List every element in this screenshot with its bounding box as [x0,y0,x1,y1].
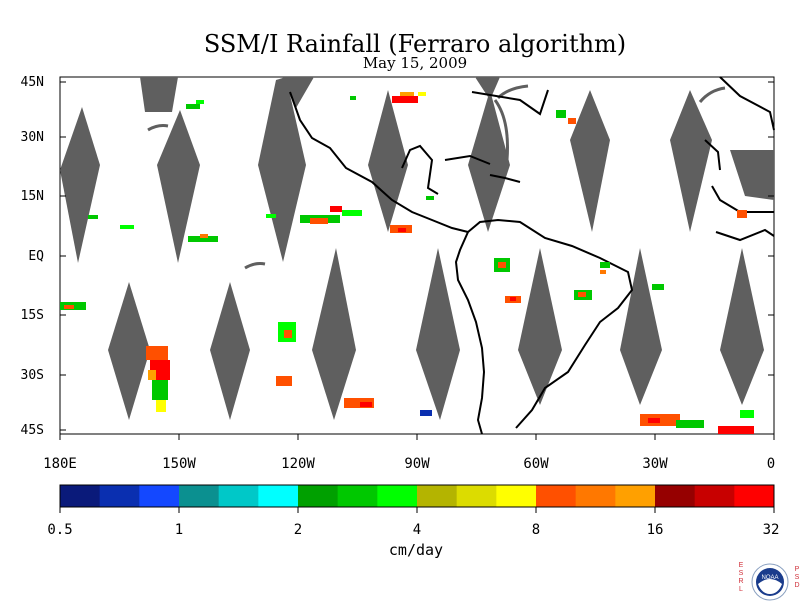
colorbar-tick-2: 2 [293,522,303,538]
lat-label-15n: 15N [20,189,44,204]
coastlines [289,76,775,435]
colorbar-segment [179,485,220,507]
swath-gaps [60,77,774,420]
colorbar-segment [139,485,180,507]
colorbar-segment [60,485,101,507]
colorbar-segment [218,485,259,507]
colorbar-segment [337,485,378,507]
colorbar-segment [298,485,339,507]
svg-text:NOAA: NOAA [761,575,778,581]
lon-label-120w: 120W [281,456,315,472]
colorbar-tick-32: 32 [762,522,780,538]
map-title: SSM/I Rainfall (Ferraro algorithm) [203,30,627,58]
lat-label-30s: 30S [20,368,44,383]
colorbar-tick-4: 4 [412,522,422,538]
colorbar-units: cm/day [388,541,444,559]
lat-label-45s: 45S [20,423,44,438]
colorbar-segment [496,485,537,507]
lon-label-180e: 180E [43,456,77,472]
lat-label-45n: 45N [20,75,44,90]
lon-label-90w: 90W [404,456,430,472]
colorbar-segment [456,485,497,507]
lon-label-150w: 150W [162,456,196,472]
lon-label-30w: 30W [642,456,668,472]
colorbar-segment [694,485,735,507]
colorbar-tick-1: 1 [174,522,184,538]
noaa-seal-icon: NOAA [751,563,789,601]
lon-label-60w: 60W [523,456,549,472]
colorbar-segment [417,485,458,507]
colorbar-segment [536,485,577,507]
colorbar-segment [377,485,418,507]
colorbar-segment [575,485,616,507]
map-date: May 15, 2009 [362,54,468,72]
colorbar-tick-0-5: 0.5 [47,522,73,538]
rain-patches [60,92,754,434]
colorbar-segment [99,485,140,507]
colorbar-segment [615,485,656,507]
colorbar-segment [655,485,696,507]
colorbar-tick-16: 16 [646,522,664,538]
lat-label-30n: 30N [20,130,44,145]
colorbar-segment [734,485,775,507]
map-ticks [59,81,775,440]
colorbar-tick-8: 8 [531,522,541,538]
lat-label-15s: 15S [20,308,44,323]
lat-label-eq: EQ [28,249,44,264]
colorbar-segment [258,485,299,507]
lon-label-0: 0 [766,456,776,472]
colorbar [59,484,775,513]
